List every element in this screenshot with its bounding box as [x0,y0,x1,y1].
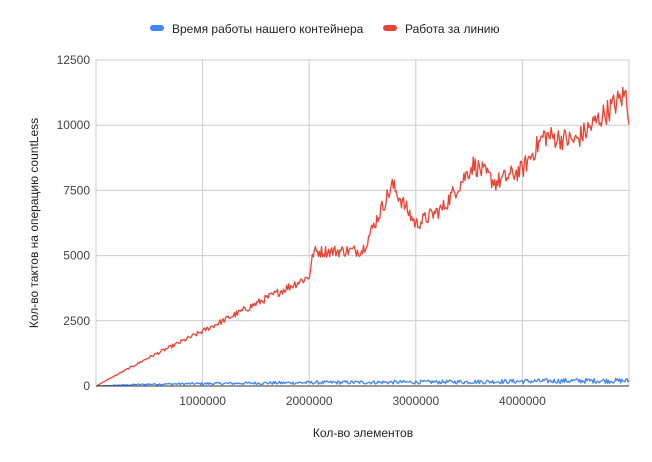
series-0-point-7 [468,381,470,383]
series-1-point-4 [308,276,310,278]
series-0-point-6 [415,381,417,383]
legend-swatch-0 [150,25,164,31]
series-1-point-2 [202,330,204,332]
series-0-point-5 [362,382,364,384]
x-axis-title: Кол-во элементов [313,426,413,440]
series-1-point-11 [495,182,497,184]
grid [96,59,630,386]
series-1-point-3 [255,303,257,305]
axes [95,60,629,387]
x-tick-label-0: 1000000 [179,394,226,408]
series-line-0 [96,377,630,387]
series-0-point-4 [308,382,310,384]
legend-label-0: Время работы нашего контейнера [172,22,364,36]
y-tick-label-0: 0 [83,379,90,393]
series-1 [95,86,630,387]
y-tick-label-3: 7500 [63,183,90,197]
series-1-point-8 [415,224,417,226]
x-tick-label-2: 3000000 [392,394,439,408]
series-0-point-1 [149,383,151,385]
legend-label-1: Работа за линию [405,22,499,36]
series-1-point-12 [522,169,524,171]
series-0-point-9 [575,380,577,382]
series-1-point-1 [149,357,151,359]
series-line-1 [95,86,630,387]
series-0-point-10 [628,380,630,382]
series-1-point-5 [313,251,315,253]
series-1-point-6 [362,250,364,252]
series-1-point-14 [575,140,577,142]
series-0-point-3 [255,382,257,384]
y-tick-label-4: 10000 [57,118,91,132]
series-1-point-16 [628,114,630,116]
y-tick-label-2: 5000 [63,249,90,263]
x-tick-label-3: 4000000 [499,394,546,408]
legend: Время работы нашего контейнера Работа за … [150,22,499,36]
series-1-point-9 [442,208,444,210]
legend-swatch-1 [383,25,397,31]
series-1-point-7 [392,184,394,186]
x-tick-label-1: 2000000 [286,394,333,408]
y-tick-label-1: 2500 [63,314,90,328]
series-0 [96,377,630,387]
series-1-point-15 [625,93,627,95]
series-1-point-10 [473,164,475,166]
series-0-point-8 [522,381,524,383]
series-1-point-13 [543,135,545,137]
series-0-point-2 [202,383,204,385]
tick-labels: 0 2500 5000 7500 10000 12500 1000000 2000000 300… [57,53,546,408]
y-tick-label-5: 12500 [57,53,91,67]
series-layer [95,86,630,387]
y-axis-title: Кол-во тактов на операцию countLess [27,118,41,328]
